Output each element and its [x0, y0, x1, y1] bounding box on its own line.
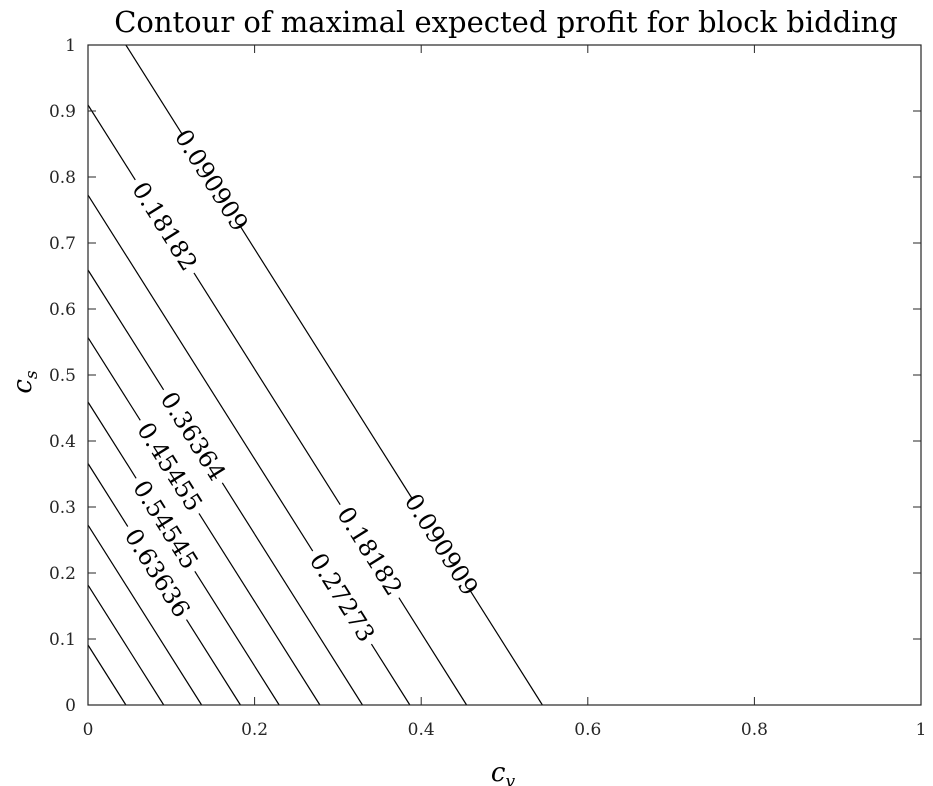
chart-title: Contour of maximal expected profit for b…	[114, 5, 898, 39]
contour-line	[87, 337, 141, 421]
y-tick-label: 0.7	[49, 234, 76, 254]
contour-line	[87, 524, 203, 706]
x-tick-label: 0.2	[241, 720, 268, 740]
y-tick-label: 0	[65, 696, 76, 716]
y-tick-label: 0.3	[49, 498, 76, 518]
contour-lines-group	[87, 44, 543, 706]
x-tick-label: 0.8	[741, 720, 768, 740]
y-tick-label: 0.1	[49, 630, 76, 650]
contour-line	[87, 463, 129, 527]
contour-line	[198, 513, 321, 706]
y-tick-label: 0.9	[49, 102, 76, 122]
y-axis-label: cs	[8, 370, 42, 394]
contour-line	[87, 194, 314, 552]
contour-line	[87, 269, 165, 391]
x-tick-label: 0	[83, 720, 94, 740]
x-axis-label-sub: v	[505, 772, 515, 786]
contour-line	[470, 590, 543, 706]
contour-line	[194, 570, 280, 706]
x-axis-ticks: 0 0.2 0.4 0.6 0.8 1	[83, 45, 927, 740]
contour-line	[125, 44, 183, 135]
x-axis-label-main: c	[491, 758, 506, 786]
contour-line	[87, 644, 127, 706]
y-tick-label: 0.2	[49, 564, 76, 584]
contour-line	[221, 482, 363, 706]
contour-line	[398, 597, 468, 706]
y-tick-label: 0.8	[49, 168, 76, 188]
contour-line	[240, 226, 413, 499]
contour-line	[370, 643, 411, 706]
y-axis-label-sub: s	[22, 370, 42, 379]
x-axis-label: cv	[491, 758, 516, 786]
contour-line	[87, 584, 165, 706]
contour-line	[185, 619, 241, 706]
contour-line	[87, 104, 136, 181]
y-axis-ticks: 0 0.1 0.2 0.3 0.4 0.5 0.6 0.7 0.8 0.9 1	[49, 36, 921, 716]
y-tick-label: 0.5	[49, 366, 76, 386]
x-tick-label: 0.6	[574, 720, 601, 740]
y-axis-label-main: c	[8, 379, 38, 394]
y-tick-label: 0.6	[49, 300, 76, 320]
contour-line	[87, 401, 137, 479]
y-tick-label: 1	[65, 36, 76, 56]
y-tick-label: 0.4	[49, 432, 76, 452]
x-tick-label: 0.4	[408, 720, 435, 740]
x-tick-label: 1	[916, 720, 927, 740]
contour-line	[193, 272, 341, 506]
